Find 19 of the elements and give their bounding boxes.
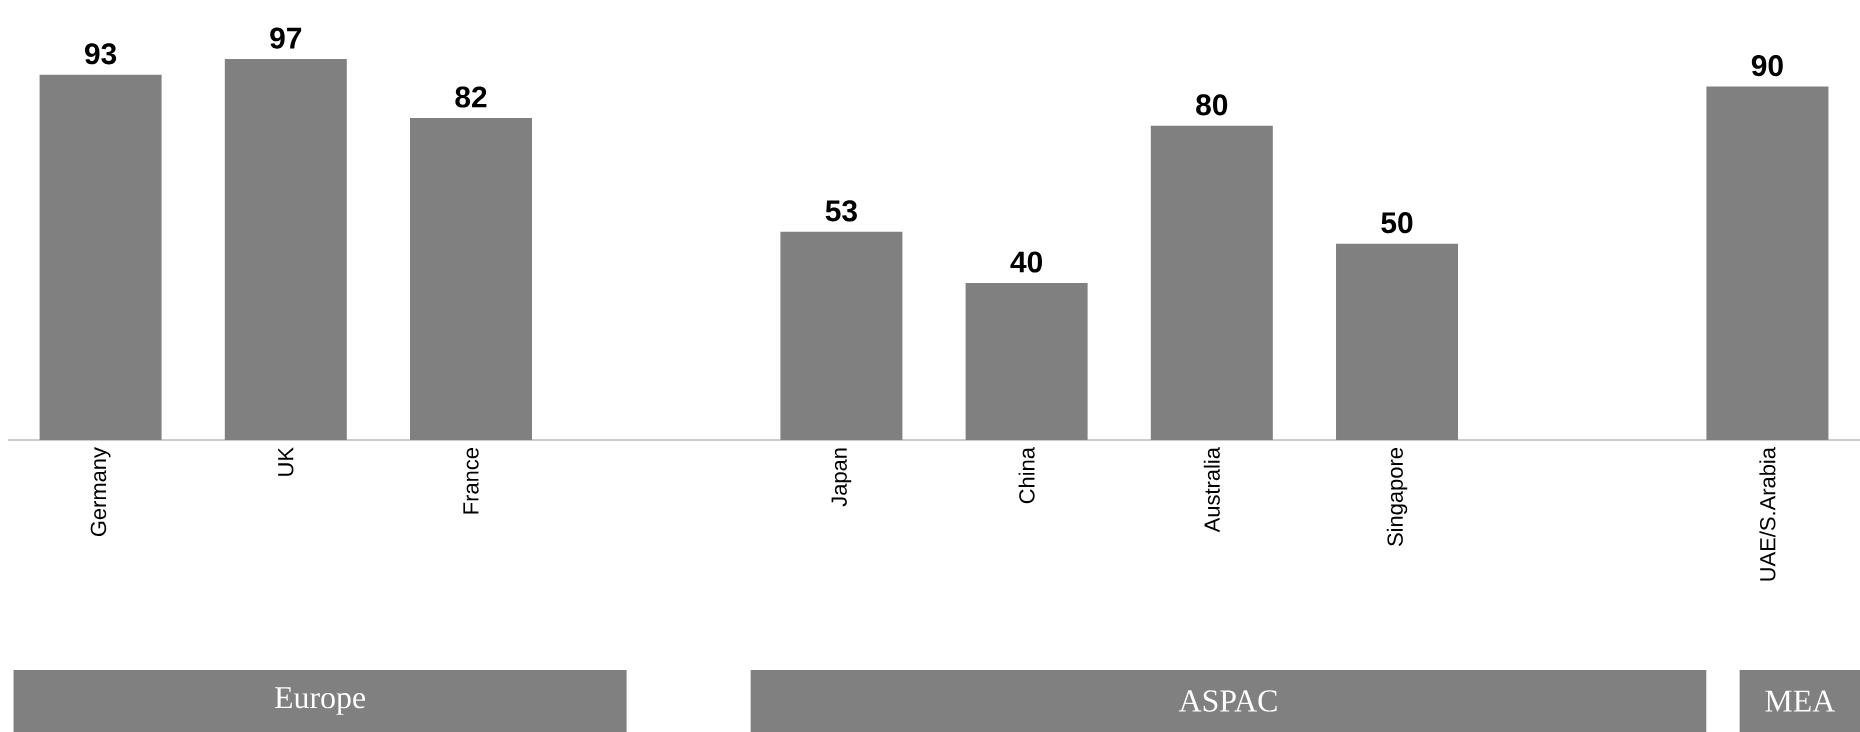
x-tick-label: China (1018, 447, 1035, 504)
data-label: 53 (825, 200, 857, 222)
x-tick-label: Australia (1203, 447, 1220, 533)
text: ASPAC (1178, 690, 1277, 712)
text: Europe (274, 687, 365, 715)
data-label: 80 (1196, 94, 1228, 116)
data-label: 97 (270, 27, 302, 49)
text: MEA (1765, 690, 1836, 712)
data-label: 50 (1381, 212, 1413, 234)
x-tick-label: UAE/S.Arabia (1759, 447, 1776, 581)
x-tick-label: UK (278, 447, 294, 476)
data-label: 90 (1751, 55, 1783, 77)
x-tick-label: France (463, 448, 479, 514)
data-label: 82 (455, 86, 487, 108)
data-label: 40 (1010, 251, 1042, 273)
data-label: 93 (85, 43, 117, 65)
x-tick-label: Germany (90, 447, 111, 537)
x-tick-label: Japan (831, 448, 852, 507)
x-tick-label: Singapore (1386, 448, 1408, 546)
